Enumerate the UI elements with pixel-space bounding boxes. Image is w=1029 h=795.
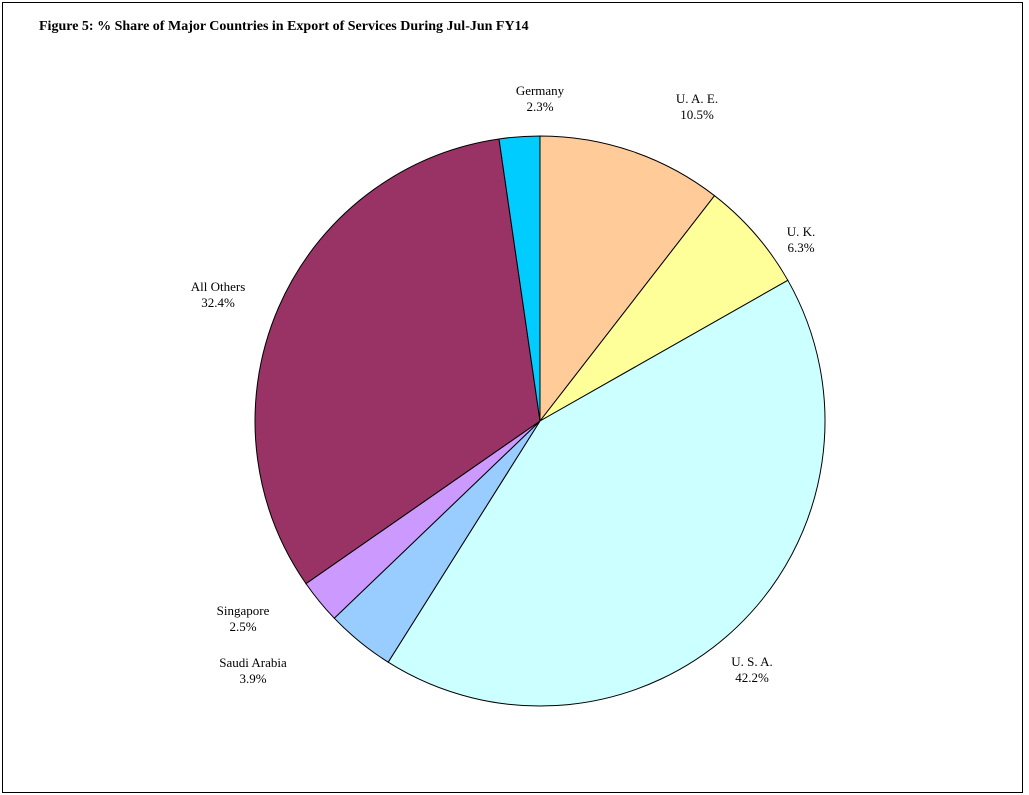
pie-slices bbox=[254, 135, 826, 707]
slice-label: Saudi Arabia 3.9% bbox=[219, 655, 287, 686]
slice-label-value: 2.3% bbox=[526, 99, 553, 114]
slice-label-name: Singapore bbox=[217, 603, 270, 618]
slice-label-name: Germany bbox=[516, 83, 565, 98]
slice-label: U. A. E. 10.5% bbox=[676, 91, 718, 122]
slice-label-name: All Others bbox=[191, 279, 246, 294]
pie-slice-u-s-a bbox=[387, 279, 826, 707]
slice-label-name: U. A. E. bbox=[676, 91, 718, 106]
slice-label: U. K. 6.3% bbox=[787, 224, 816, 255]
chart-title: Figure 5: % Share of Major Countries in … bbox=[39, 19, 529, 34]
slice-label: All Others 32.4% bbox=[191, 279, 246, 310]
pie-slice-u-a-e bbox=[539, 135, 716, 423]
slice-label-value: 10.5% bbox=[680, 107, 714, 122]
slice-label-value: 3.9% bbox=[239, 671, 266, 686]
slice-label-value: 6.3% bbox=[787, 240, 814, 255]
pie-slice-all-others bbox=[254, 138, 541, 585]
slice-label-value: 32.4% bbox=[201, 295, 235, 310]
slice-label: Singapore 2.5% bbox=[217, 603, 270, 634]
slice-label-name: U. S. A. bbox=[731, 654, 773, 669]
slice-label-value: 42.2% bbox=[735, 670, 769, 685]
pie-slice-germany bbox=[498, 135, 541, 422]
slice-label-name: Saudi Arabia bbox=[219, 655, 287, 670]
slice-label-name: U. K. bbox=[787, 224, 816, 239]
pie-slice-u-k bbox=[539, 194, 789, 422]
slice-label: Germany 2.3% bbox=[516, 83, 565, 114]
slice-label-value: 2.5% bbox=[229, 619, 256, 634]
pie-labels: U. A. E. 10.5% U. K. 6.3% U. S. A. 42.2% Saudi… bbox=[191, 83, 816, 686]
slice-label: U. S. A. 42.2% bbox=[731, 654, 773, 685]
